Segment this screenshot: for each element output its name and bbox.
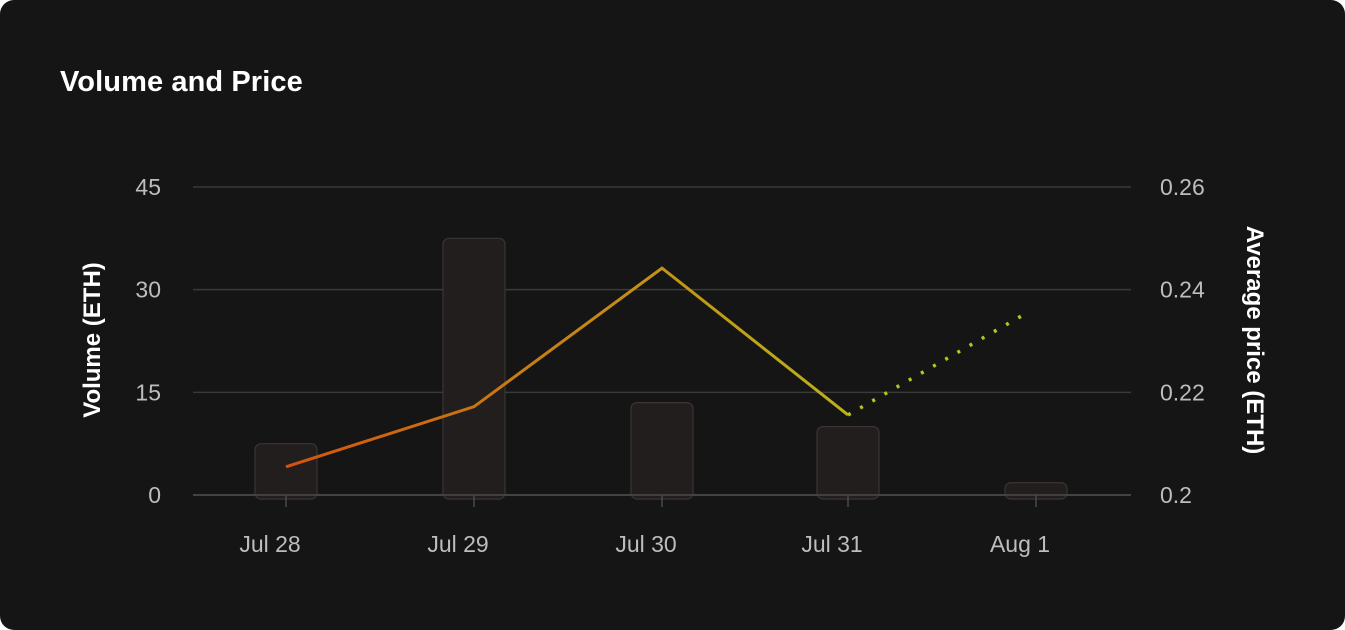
x-tick-label: Jul 28 [239, 531, 300, 557]
y-tick-label-right: 0.26 [1160, 174, 1205, 200]
x-tick-label: Jul 29 [427, 531, 488, 557]
volume-bar[interactable] [816, 425, 880, 500]
y-tick-label-right: 0.22 [1160, 379, 1205, 405]
volume-bars [193, 237, 1131, 500]
y-tick-label-left: 30 [135, 277, 161, 303]
y-axis-ticks: 0 15 30 45 0.2 0.22 0.24 0.26 [135, 174, 1205, 508]
chart-title: Volume and Price [60, 66, 303, 98]
y-axis-title-left: Volume (ETH) [79, 262, 106, 418]
y-tick-label-right: 0.24 [1160, 277, 1205, 303]
volume-bar[interactable] [442, 237, 506, 500]
y-tick-label-left: 0 [148, 482, 161, 508]
y-tick-label-left: 45 [135, 174, 161, 200]
y-axis-title-right: Average price (ETH) [1241, 226, 1268, 455]
x-axis-ticks: Jul 28 Jul 29 Jul 30 Jul 31 Aug 1 [239, 495, 1050, 557]
y-tick-label-right: 0.2 [1160, 482, 1192, 508]
x-tick-label: Jul 31 [801, 531, 862, 557]
volume-bar[interactable] [630, 402, 694, 500]
x-tick-label: Aug 1 [990, 531, 1050, 557]
price-line-solid [285, 266, 849, 469]
price-line [285, 266, 1029, 469]
volume-bar[interactable] [254, 443, 318, 500]
x-tick-label: Jul 30 [615, 531, 676, 557]
price-line-dotted [847, 310, 1029, 417]
y-tick-label-left: 15 [135, 379, 161, 405]
